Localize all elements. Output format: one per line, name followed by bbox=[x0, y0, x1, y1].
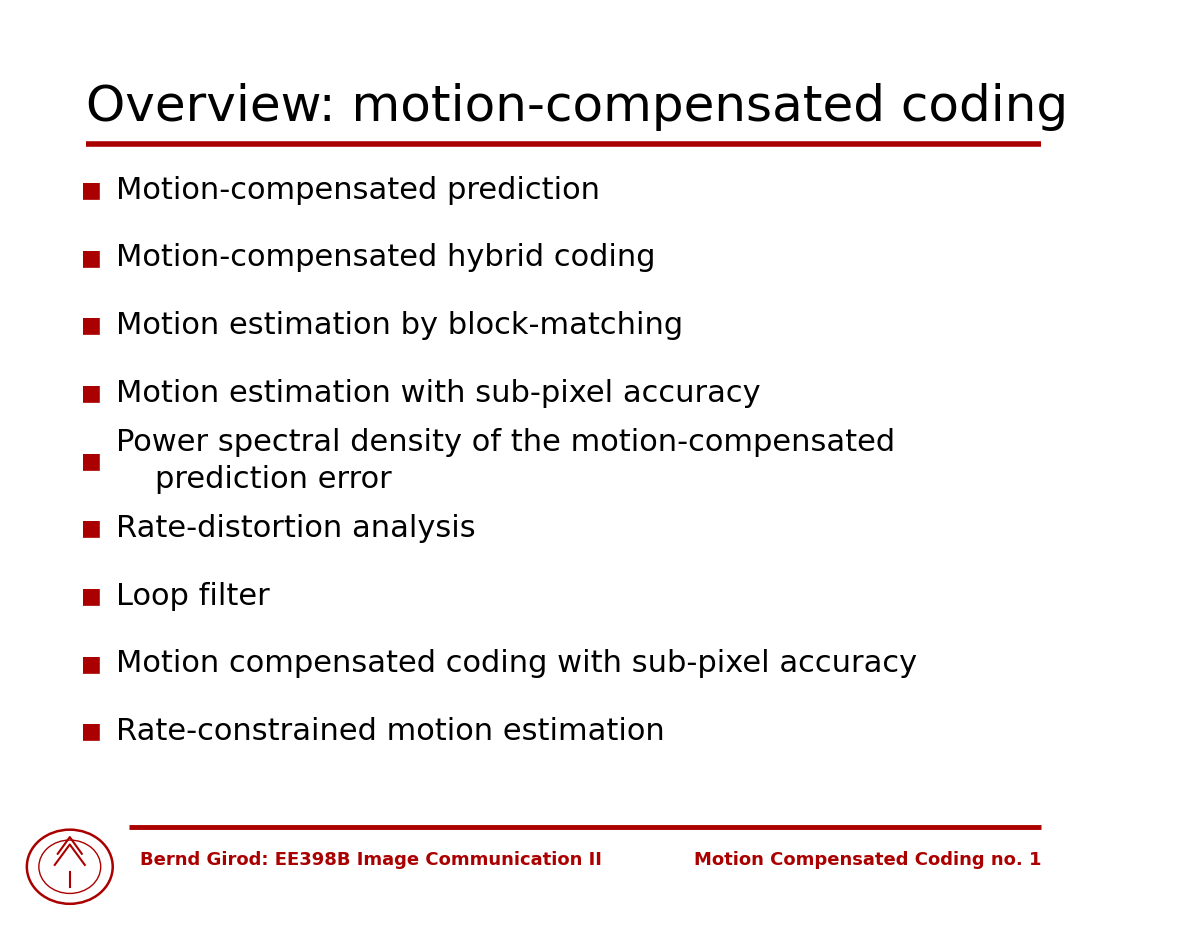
Text: Motion estimation with sub-pixel accuracy: Motion estimation with sub-pixel accurac… bbox=[116, 378, 761, 408]
Text: Bernd Girod: EE398B Image Communication II: Bernd Girod: EE398B Image Communication … bbox=[139, 851, 601, 870]
Text: Motion estimation by block-matching: Motion estimation by block-matching bbox=[116, 311, 683, 340]
Text: ■: ■ bbox=[80, 180, 101, 200]
Text: ■: ■ bbox=[80, 383, 101, 403]
Text: ■: ■ bbox=[80, 248, 101, 268]
Text: Motion compensated coding with sub-pixel accuracy: Motion compensated coding with sub-pixel… bbox=[116, 649, 917, 679]
Text: ■: ■ bbox=[80, 586, 101, 606]
Text: ■: ■ bbox=[80, 654, 101, 674]
Text: Rate-constrained motion estimation: Rate-constrained motion estimation bbox=[116, 717, 665, 746]
Text: Rate-distortion analysis: Rate-distortion analysis bbox=[116, 514, 475, 543]
Text: Motion-compensated prediction: Motion-compensated prediction bbox=[116, 175, 600, 205]
Text: ■: ■ bbox=[80, 451, 101, 471]
Text: Motion Compensated Coding no. 1: Motion Compensated Coding no. 1 bbox=[694, 851, 1042, 870]
Text: Overview: motion-compensated coding: Overview: motion-compensated coding bbox=[86, 83, 1068, 132]
Text: ■: ■ bbox=[80, 721, 101, 742]
Text: Power spectral density of the motion-compensated
    prediction error: Power spectral density of the motion-com… bbox=[116, 427, 895, 494]
Text: ■: ■ bbox=[80, 315, 101, 336]
Text: Motion-compensated hybrid coding: Motion-compensated hybrid coding bbox=[116, 243, 655, 273]
Text: Loop filter: Loop filter bbox=[116, 581, 270, 611]
Text: ■: ■ bbox=[80, 518, 101, 539]
